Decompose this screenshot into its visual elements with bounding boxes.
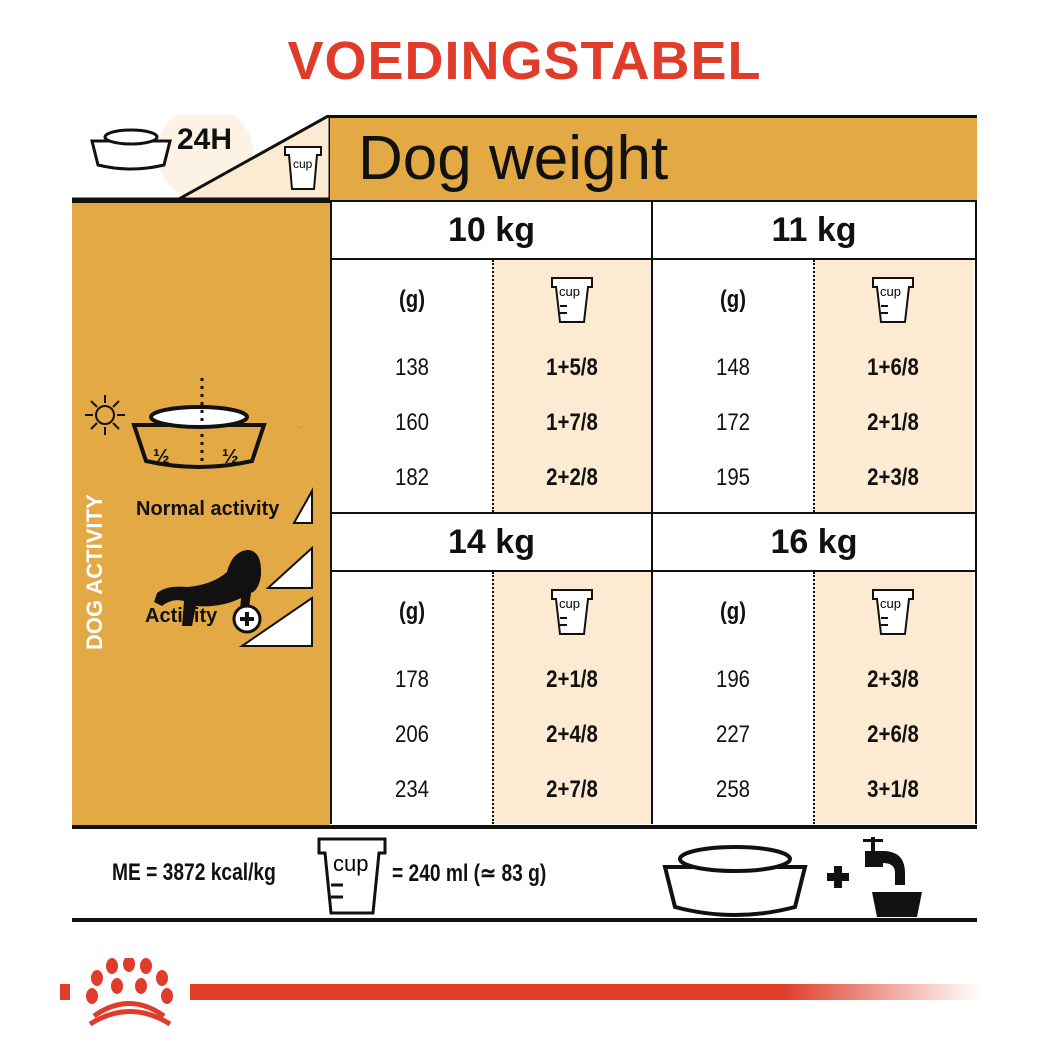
cup-value: 2+6/8 — [867, 721, 919, 748]
svg-text:cup: cup — [880, 284, 901, 299]
svg-text:cup: cup — [559, 284, 580, 299]
svg-text:cup: cup — [559, 596, 580, 611]
activity-level-icons — [238, 487, 313, 647]
weight-header: 11 kg — [651, 200, 977, 260]
cup-value: 3+1/8 — [867, 776, 919, 803]
grams-value: 182 — [394, 464, 430, 491]
moon-icon — [290, 397, 310, 430]
cup-equivalent: = 240 ml (≃ 83 g) — [392, 860, 547, 887]
cup-value: 1+6/8 — [867, 354, 919, 381]
cup-value: 2+2/8 — [546, 464, 598, 491]
cup-icon: cup — [550, 276, 594, 329]
cup-icon: cup — [871, 276, 915, 329]
grams-header: (g) — [719, 598, 747, 625]
feeding-block: (g) cup 178 2+1/8 206 2+4/8 234 2+7/8 — [330, 572, 653, 824]
cup-value: 1+5/8 — [546, 354, 598, 381]
sun-icon — [85, 395, 125, 435]
svg-text:cup: cup — [333, 851, 368, 876]
dog-silhouette-icon — [154, 550, 262, 626]
svg-text:cup: cup — [293, 157, 313, 171]
footer-info: ME = 3872 kcal/kg cup = 240 ml (≃ 83 g) — [72, 825, 977, 922]
left-panel: ½ ½ Normal activity Activity — [72, 200, 330, 825]
cup-value: 1+7/8 — [546, 409, 598, 436]
water-tap-icon — [863, 837, 922, 917]
cup-value: 2+1/8 — [546, 666, 598, 693]
grams-value: 138 — [394, 354, 430, 381]
weight-header: 14 kg — [330, 512, 653, 572]
grams-value: 178 — [394, 666, 430, 693]
grams-value: 148 — [715, 354, 751, 381]
header-icons: cup 24H — [72, 105, 332, 202]
weight-header: 10 kg — [330, 200, 653, 260]
royal-canin-crown-logo — [86, 958, 173, 1027]
dog-weight-heading: Dog weight — [330, 115, 977, 200]
period-label: 24H — [177, 123, 233, 156]
grams-value: 172 — [715, 409, 751, 436]
normal-activity-label: Normal activity — [136, 498, 280, 520]
cup-icon — [284, 146, 322, 190]
brand-band — [60, 984, 70, 1000]
grams-value: 160 — [394, 409, 430, 436]
dog-activity-label: DOG ACTIVITY — [82, 494, 107, 650]
grams-header: (g) — [719, 286, 747, 313]
brand-band — [190, 984, 980, 1000]
cup-value: 2+4/8 — [546, 721, 598, 748]
grams-header: (g) — [398, 286, 426, 313]
cup-icon: cup — [550, 588, 594, 641]
cup-value: 2+1/8 — [867, 409, 919, 436]
cup-value: 2+7/8 — [546, 776, 598, 803]
cup-value: 2+3/8 — [867, 464, 919, 491]
grams-value: 206 — [394, 721, 430, 748]
svg-text:cup: cup — [880, 596, 901, 611]
activity-label: Activity — [145, 605, 218, 627]
grams-value: 234 — [394, 776, 430, 803]
food-bowl-icon — [90, 128, 172, 171]
energy-label: ME = 3872 kcal/kg — [112, 859, 276, 886]
plus-icon — [827, 866, 849, 888]
grams-value: 195 — [715, 464, 751, 491]
feeding-block: (g) cup 138 1+5/8 160 1+7/8 182 2+2/8 — [330, 260, 653, 512]
feeding-block: (g) cup 196 2+3/8 227 2+6/8 258 3+1/8 — [651, 572, 977, 824]
grams-value: 258 — [715, 776, 751, 803]
cup-value: 2+3/8 — [867, 666, 919, 693]
food-bowl-icon — [662, 845, 808, 917]
cup-icon: cup — [317, 837, 387, 915]
grams-value: 196 — [715, 666, 751, 693]
feeding-block: (g) cup 148 1+6/8 172 2+1/8 195 2+3/8 — [651, 260, 977, 512]
grams-value: 227 — [715, 721, 751, 748]
grams-header: (g) — [398, 598, 426, 625]
page-title: VOEDINGSTABEL — [287, 31, 762, 91]
cup-icon: cup — [871, 588, 915, 641]
weight-header: 16 kg — [651, 512, 977, 572]
divided-bowl-icon — [131, 378, 267, 469]
plus-circle-icon — [232, 604, 262, 634]
